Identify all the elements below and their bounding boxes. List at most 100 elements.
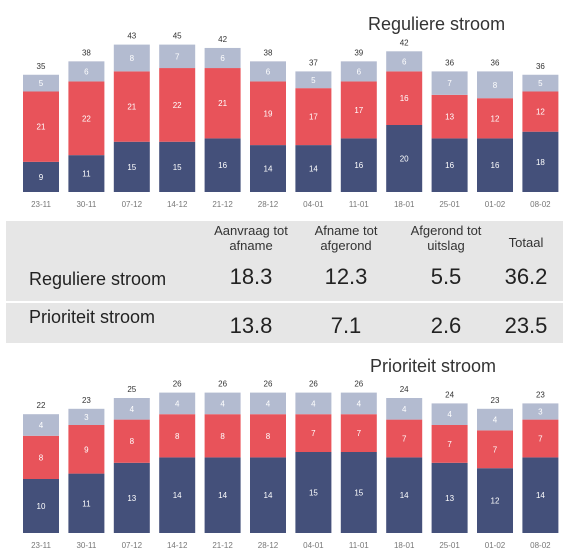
category-label: 21-12 <box>212 200 233 209</box>
segment-value-label: 15 <box>354 489 363 498</box>
bar-segment <box>250 61 286 82</box>
header-totaal: Totaal <box>508 235 544 250</box>
segment-value-label: 13 <box>445 113 454 122</box>
total-label: 26 <box>173 380 182 389</box>
segment-value-label: 14 <box>264 165 273 174</box>
segment-value-label: 12 <box>491 497 500 506</box>
chart-title: Prioriteit stroom <box>370 356 497 376</box>
bar-segment <box>250 81 286 146</box>
value-reguliere-aanvraag: 18.3 <box>229 264 273 289</box>
segment-value-label: 20 <box>400 155 409 164</box>
total-label: 42 <box>400 38 409 47</box>
total-label: 35 <box>37 62 46 71</box>
bar-segment <box>477 430 513 469</box>
category-label: 07-12 <box>122 541 143 550</box>
bar-segment <box>340 81 377 139</box>
bar-segment <box>295 145 332 192</box>
bar-segment <box>68 81 105 156</box>
total-label: 25 <box>127 385 136 394</box>
bar-segment <box>250 145 286 192</box>
bar-segment <box>477 408 513 431</box>
category-label: 11-01 <box>349 200 369 209</box>
bar-segment <box>340 138 377 192</box>
bar-segment <box>113 462 150 533</box>
total-label: 24 <box>400 385 409 394</box>
category-label: 23-11 <box>31 541 51 550</box>
total-label: 23 <box>536 390 545 399</box>
bar-segment <box>113 141 150 192</box>
bar-segment <box>386 51 423 72</box>
category-label: 18-01 <box>394 200 415 209</box>
segment-value-label: 14 <box>309 165 318 174</box>
segment-value-label: 4 <box>493 416 498 425</box>
reguliere-stroom-plot: 9 21 5 35 23-11 11 22 6 38 30-11 15 21 8 43 07-12 15 22 7… <box>23 32 559 209</box>
segment-value-label: 6 <box>357 67 362 76</box>
total-label: 26 <box>309 380 318 389</box>
total-label: 37 <box>309 58 318 67</box>
chart-title: Reguliere stroom <box>368 14 506 34</box>
total-label: 38 <box>264 48 273 57</box>
total-label: 39 <box>354 48 363 57</box>
segment-value-label: 8 <box>493 81 498 90</box>
segment-value-label: 15 <box>309 489 318 498</box>
segment-value-label: 4 <box>402 405 407 414</box>
segment-value-label: 22 <box>173 101 182 110</box>
segment-value-label: 21 <box>127 103 136 112</box>
bar-segment <box>477 98 513 139</box>
value-prioriteit-aanvraag: 13.8 <box>229 313 273 338</box>
header-aanvraag-tot-afname: Aanvraag tot afname <box>214 223 288 253</box>
bar-segment <box>477 468 513 533</box>
total-label: 24 <box>445 390 454 399</box>
total-label: 36 <box>491 58 500 67</box>
segment-value-label: 4 <box>311 399 316 408</box>
total-label: 23 <box>491 396 500 405</box>
bar-segment <box>204 68 241 139</box>
header-afname-tot-afgerond: Afname tot afgerond <box>314 223 378 253</box>
bar-segment <box>386 71 423 125</box>
segment-value-label: 8 <box>130 437 135 446</box>
prioriteit-stroom-chart: Prioriteit stroom 10 8 4 22 23-11 11 9 3 23 30-11… <box>0 350 565 551</box>
segment-value-label: 5 <box>538 79 543 88</box>
category-label: 25-01 <box>439 541 460 550</box>
category-label: 04-01 <box>303 541 324 550</box>
reguliere-stroom-chart: Reguliere stroom 9 21 5 35 23-11 11 22 6 38 30-11… <box>0 0 565 215</box>
bar-segment <box>431 462 468 533</box>
segment-value-label: 7 <box>447 79 452 88</box>
segment-value-label: 8 <box>130 54 135 63</box>
segment-value-label: 6 <box>220 54 225 63</box>
segment-value-label: 14 <box>173 491 182 500</box>
total-label: 22 <box>37 401 46 410</box>
value-prioriteit-afgerond: 2.6 <box>430 313 462 338</box>
bar-segment <box>113 398 150 420</box>
prioriteit-stroom-plot: 10 8 4 22 23-11 11 9 3 23 30-11 13 8 4 25 07-12 14 8 4 26 1… <box>23 380 559 550</box>
segment-value-label: 8 <box>39 453 44 462</box>
total-label: 36 <box>445 58 454 67</box>
segment-value-label: 8 <box>220 432 225 441</box>
row-label-prioriteit-stroom: Prioriteit stroom <box>29 307 156 327</box>
segment-value-label: 15 <box>173 163 182 172</box>
bar-segment <box>431 425 468 463</box>
row-divider <box>6 301 563 303</box>
segment-value-label: 7 <box>493 445 498 454</box>
bar-segment <box>340 392 377 415</box>
total-label: 26 <box>264 380 273 389</box>
bar-segment <box>386 125 423 192</box>
bar-segment <box>522 91 559 132</box>
value-reguliere-afgerond: 5.5 <box>430 264 462 289</box>
row-label-reguliere-stroom: Reguliere stroom <box>29 269 167 289</box>
segment-value-label: 22 <box>82 114 91 123</box>
category-label: 01-02 <box>485 200 506 209</box>
category-label: 25-01 <box>439 200 460 209</box>
bar-segment <box>159 392 196 415</box>
summary-table: Aanvraag tot afname Afname tot afgerond … <box>6 221 563 343</box>
segment-value-label: 14 <box>218 491 227 500</box>
bar-segment <box>23 435 59 479</box>
header-afgerond-tot-uitslag: Afgerond tot uitslag <box>410 223 482 253</box>
category-label: 28-12 <box>258 541 279 550</box>
category-label: 18-01 <box>394 541 415 550</box>
segment-value-label: 4 <box>175 399 180 408</box>
segment-value-label: 16 <box>400 94 409 103</box>
segment-value-label: 6 <box>84 67 89 76</box>
bar-segment <box>204 392 241 415</box>
bar-segment <box>250 457 286 533</box>
